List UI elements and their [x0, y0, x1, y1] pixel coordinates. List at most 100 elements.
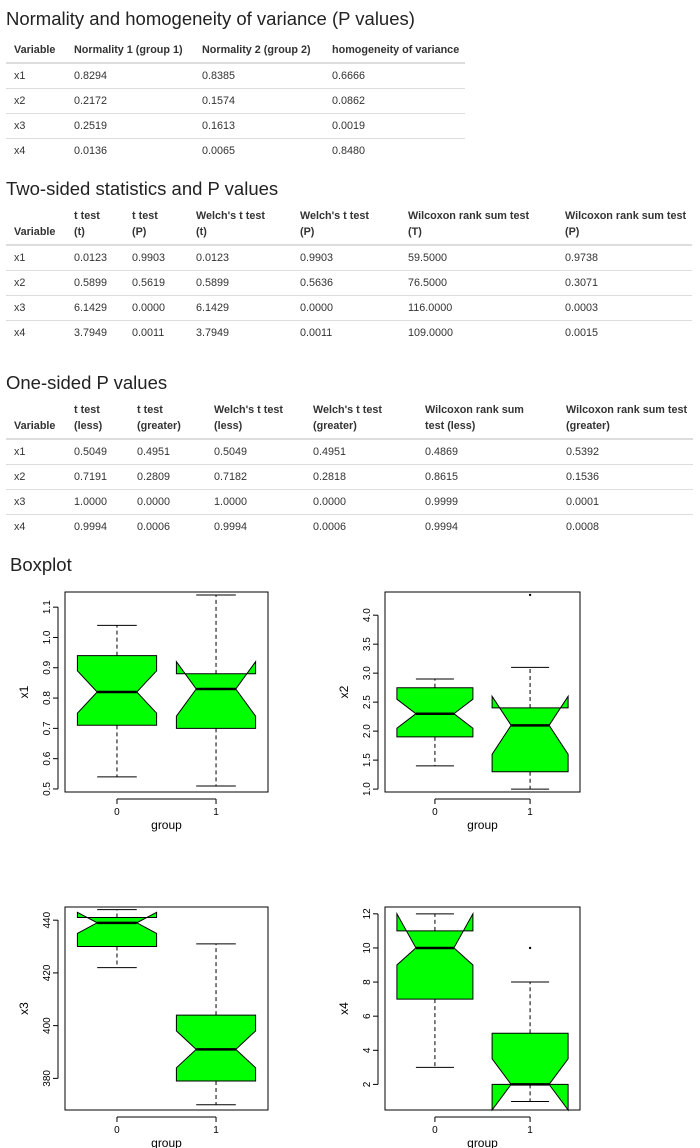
table-cell: 0.2809 [129, 464, 206, 490]
table-row: x3 6.1429 0.0000 6.1429 0.0000 116.0000 0.0003 [6, 295, 693, 321]
column-header: t test (P) [124, 208, 188, 246]
table-cell: x2 [6, 464, 66, 490]
table-cell: 6.1429 [66, 295, 124, 321]
table-cell: 0.9999 [417, 489, 558, 515]
table-cell: 1.0000 [66, 489, 129, 515]
table-cell: 0.0862 [324, 88, 466, 114]
y-tick-label: 8 [362, 979, 373, 985]
header-line: Wilcoxon rank sum test [408, 210, 530, 222]
table-cell: 0.5899 [188, 270, 292, 296]
y-tick-label: 2 [362, 1081, 373, 1087]
table-cell: 0.9903 [132, 252, 166, 264]
boxplot-x2: 1.0 1.5 2.0 2.5 3.0 3.5 4.0 x2 0 1 group [337, 591, 581, 832]
column-header: Welch's t test (less) [206, 402, 305, 440]
table-cell: 0.5049 [214, 446, 248, 458]
column-header: Normality 2 (group 2) [194, 42, 324, 64]
header-line: (greater) [313, 420, 357, 432]
header-line: (t) [196, 226, 207, 238]
header-line: (t) [74, 226, 85, 238]
two-sided-table: Variable t test (t) t test (P) Welch's t test… [6, 208, 693, 345]
column-header: t test (greater) [129, 402, 206, 440]
table-cell: 0.1613 [194, 113, 324, 139]
table-row: x2 0.5899 0.5619 0.5899 0.5636 76.5000 0.3071 [6, 270, 693, 296]
header-line: (P) [565, 226, 580, 238]
table-cell: 0.0006 [305, 514, 417, 539]
header-line: Welch's t test [313, 404, 382, 416]
plot-frame [64, 591, 269, 793]
table-cell: x1 [14, 70, 26, 82]
header-line: (greater) [137, 420, 181, 432]
table-row: x2 0.7191 0.2809 0.7182 0.2818 0.8615 0.1536 [6, 464, 694, 490]
table-row: x4 0.9994 0.0006 0.9994 0.0006 0.9994 0.0008 [6, 514, 694, 539]
table-cell: 0.5636 [292, 270, 400, 296]
table-cell: 0.5619 [124, 270, 188, 296]
y-axis-label: x2 [337, 685, 351, 698]
header-line: t test [74, 210, 100, 222]
table-cell: 0.0003 [557, 295, 693, 321]
box-group-1 [175, 660, 257, 729]
table-cell: 0.8294 [74, 70, 108, 82]
column-header: Welch's t test (P) [292, 208, 400, 246]
column-header: t test (less) [66, 402, 129, 440]
table-cell: 0.0011 [124, 320, 188, 345]
column-header: t test (t) [66, 208, 124, 246]
x-tick-label: 1 [527, 807, 533, 818]
table-cell: 0.9994 [417, 514, 558, 539]
header-line: Variable [14, 420, 56, 432]
box-group-0 [396, 687, 474, 738]
column-header: Variable [6, 208, 66, 246]
x-axis-label: group [467, 1136, 498, 1148]
y-tick-label: 380 [42, 1070, 53, 1087]
x-tick-label: 0 [432, 1125, 438, 1136]
table-cell: 1.0000 [206, 489, 305, 515]
column-header: Wilcoxon rank sum test (greater) [558, 402, 694, 440]
table-cell: 0.0011 [292, 320, 400, 345]
x-tick-label: 1 [213, 807, 219, 818]
header-line: Wilcoxon rank sum test [566, 404, 688, 416]
plot-frame [64, 906, 269, 1111]
one-sided-table: Variable t test (less) t test (greater) Welch… [6, 402, 694, 539]
table-cell: 6.1429 [188, 295, 292, 321]
header-line: t test [74, 404, 100, 416]
table-row: x2 0.2172 0.1574 0.0862 [6, 88, 466, 114]
column-header: Wilcoxon rank sum test (less) [417, 402, 558, 440]
table-cell: 0.1536 [558, 464, 694, 490]
header-line: (less) [74, 420, 103, 432]
column-header: Wilcoxon rank sum test (T) [400, 208, 557, 246]
y-tick-label: 4 [362, 1047, 373, 1053]
table-cell: 0.9738 [565, 252, 599, 264]
x-tick-label: 1 [527, 1125, 533, 1136]
y-tick-label: 3.0 [362, 666, 373, 680]
y-tick-label: 400 [42, 1017, 53, 1034]
table-cell: 0.0001 [558, 489, 694, 515]
y-tick-label: 10 [362, 942, 373, 954]
box-group-0 [396, 911, 474, 1000]
table-cell: 109.0000 [400, 320, 557, 345]
table-cell: 0.8615 [417, 464, 558, 490]
table-row: x4 0.0136 0.0065 0.8480 [6, 138, 466, 163]
table-cell: x4 [6, 138, 66, 163]
header-line: Variable [14, 44, 56, 56]
table-cell: 0.9994 [206, 514, 305, 539]
normality-table: Variable Normality 1 (group 1) Normality 2… [6, 42, 466, 163]
table-row: x4 3.7949 0.0011 3.7949 0.0011 109.0000 0.0015 [6, 320, 693, 345]
y-tick-label: 420 [42, 964, 53, 981]
y-axis-label: x1 [17, 685, 31, 698]
table-cell: 0.4869 [425, 446, 459, 458]
x-tick-label: 0 [114, 807, 120, 818]
header-line: Wilcoxon rank sum [425, 404, 524, 416]
y-tick-label: 1.1 [42, 600, 53, 614]
y-tick-label: 12 [362, 908, 373, 920]
table-cell: 0.4951 [137, 446, 171, 458]
x-axis-label: group [467, 818, 498, 832]
table-cell: 0.6666 [332, 70, 366, 82]
y-tick-label: 4.0 [362, 608, 373, 622]
table-cell: 0.0000 [124, 295, 188, 321]
two-sided-title: Two-sided statistics and P values [6, 178, 279, 199]
boxplot-x1: 0.5 0.6 0.7 0.8 0.9 1.0 1.1 x1 0 1 group [17, 591, 269, 832]
table-cell: 0.0123 [74, 252, 108, 264]
outlier-point [528, 946, 532, 950]
table-cell: 0.1574 [194, 88, 324, 114]
table-cell: x4 [6, 320, 66, 345]
table-cell: 0.0006 [129, 514, 206, 539]
